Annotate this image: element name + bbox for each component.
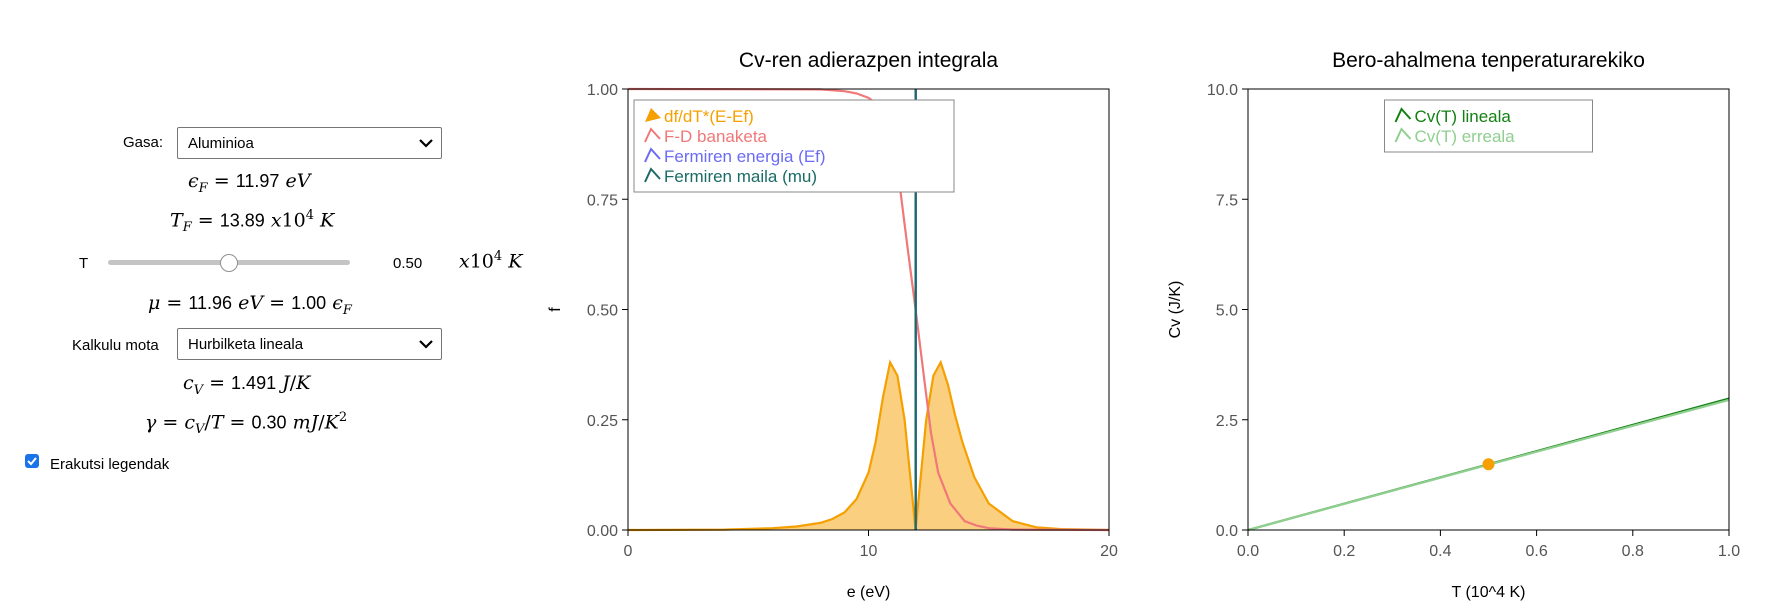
legend-swatch-icon bbox=[644, 127, 661, 143]
calc-type-select-value: Hurbilketa lineala bbox=[188, 335, 304, 353]
temperature-slider-thumb[interactable] bbox=[220, 254, 238, 272]
legend-entry: F-D banaketa bbox=[664, 127, 768, 146]
y-tick-label: 0.00 bbox=[587, 523, 618, 540]
checkmark-icon bbox=[27, 457, 37, 466]
fermi-energy-unit: eV bbox=[285, 170, 311, 192]
legend-entry: Cv(T) lineala bbox=[1415, 107, 1512, 126]
legend-box bbox=[633, 99, 955, 193]
y-tick-label: 0.0 bbox=[1216, 523, 1238, 540]
x-axis-label: e (eV) bbox=[847, 584, 891, 601]
legend-swatch-icon bbox=[644, 147, 661, 163]
legend-swatch-icon bbox=[644, 167, 661, 183]
calc-type-select[interactable]: Hurbilketa lineala bbox=[177, 328, 442, 360]
fermi-temperature-readout: TF = 13.89 x104 K bbox=[170, 208, 335, 236]
x-tick-label: 1.0 bbox=[1718, 543, 1740, 560]
control-panel: Gasa: Aluminioa ϵF = 11.97 eV TF = 13.89… bbox=[0, 0, 560, 612]
y-tick-label: 7.5 bbox=[1216, 192, 1238, 209]
temperature-value: 0.50 bbox=[393, 255, 423, 272]
y-tick-label: 10.0 bbox=[1207, 82, 1238, 99]
show-legends-label: Erakutsi legendak bbox=[50, 456, 170, 473]
series-line-1 bbox=[627, 359, 1110, 532]
x-tick-label: 20 bbox=[1100, 543, 1118, 560]
gamma-readout: γ = cV/T = 0.30 mJ/K2 bbox=[145, 410, 348, 438]
gas-label: Gasa: bbox=[123, 134, 164, 151]
x-axis-label: T (10^4 K) bbox=[1452, 584, 1526, 601]
temperature-label: T bbox=[79, 255, 89, 272]
x-tick-label: 10 bbox=[860, 543, 878, 560]
y-tick-label: 0.25 bbox=[587, 413, 618, 430]
chart-2: Bero-ahalmena tenperaturarekiko T (10^4 K… bbox=[1167, 49, 1740, 601]
y-tick-label: 0.75 bbox=[587, 192, 618, 209]
fermi-energy-value: 11.97 bbox=[235, 171, 280, 191]
show-legends-checkbox[interactable] bbox=[25, 454, 39, 468]
x-tick-label: 0.0 bbox=[1237, 543, 1259, 560]
current-cv-marker bbox=[1482, 458, 1495, 471]
gas-select[interactable]: Aluminioa bbox=[177, 127, 442, 159]
legend-entry: df/dT*(E-Ef) bbox=[664, 107, 754, 126]
gamma-value: 0.30 bbox=[251, 412, 287, 433]
gas-select-value: Aluminioa bbox=[188, 134, 254, 152]
y-axis-label: f bbox=[547, 307, 564, 312]
heat-capacity-value: 1.491 bbox=[231, 373, 277, 393]
mu-ratio: 1.00 bbox=[291, 293, 327, 313]
y-tick-label: 2.5 bbox=[1216, 413, 1238, 430]
mu-value: 11.96 bbox=[188, 293, 233, 313]
legend-swatch-icon bbox=[1394, 127, 1412, 143]
x-tick-label: 0.8 bbox=[1622, 543, 1644, 560]
legend-entry: Cv(T) erreala bbox=[1415, 127, 1516, 146]
legend-entry: Fermiren maila (mu) bbox=[664, 167, 817, 186]
x-tick-label: 0.6 bbox=[1525, 543, 1547, 560]
temperature-unit: x104 K bbox=[459, 249, 523, 273]
legend-entry: Fermiren energia (Ef) bbox=[664, 147, 826, 166]
legend-swatch-icon bbox=[1394, 107, 1412, 123]
x-tick-label: 0.4 bbox=[1429, 543, 1451, 560]
legend-box bbox=[1384, 99, 1593, 153]
chart-1: Cv-ren adierazpen integrala e (eV) f 0 10 20 0… bbox=[547, 49, 1118, 601]
y-tick-label: 0.50 bbox=[587, 303, 618, 320]
y-tick-label: 1.00 bbox=[587, 82, 618, 99]
calc-type-label: Kalkulu mota bbox=[72, 337, 159, 354]
chevron-down-icon bbox=[419, 340, 433, 349]
chemical-potential-readout: μ = 11.96 eV = 1.00 ϵF bbox=[148, 292, 352, 318]
x-tick-label: 0 bbox=[624, 543, 633, 560]
legend-swatch-icon bbox=[645, 108, 661, 122]
chevron-down-icon bbox=[419, 139, 433, 148]
heat-capacity-readout: cV = 1.491 J/K bbox=[183, 372, 311, 398]
chart-title: Bero-ahalmena tenperaturarekiko bbox=[1332, 49, 1645, 72]
y-tick-label: 5.0 bbox=[1216, 303, 1238, 320]
x-tick-label: 0.2 bbox=[1333, 543, 1355, 560]
fermi-energy-readout: ϵF = 11.97 eV bbox=[188, 170, 311, 196]
fermi-temperature-value: 13.89 bbox=[219, 210, 265, 231]
series-area-dfdt bbox=[628, 362, 1109, 530]
chart-title: Cv-ren adierazpen integrala bbox=[739, 49, 998, 72]
y-axis-label: Cv (J/K) bbox=[1167, 281, 1184, 339]
